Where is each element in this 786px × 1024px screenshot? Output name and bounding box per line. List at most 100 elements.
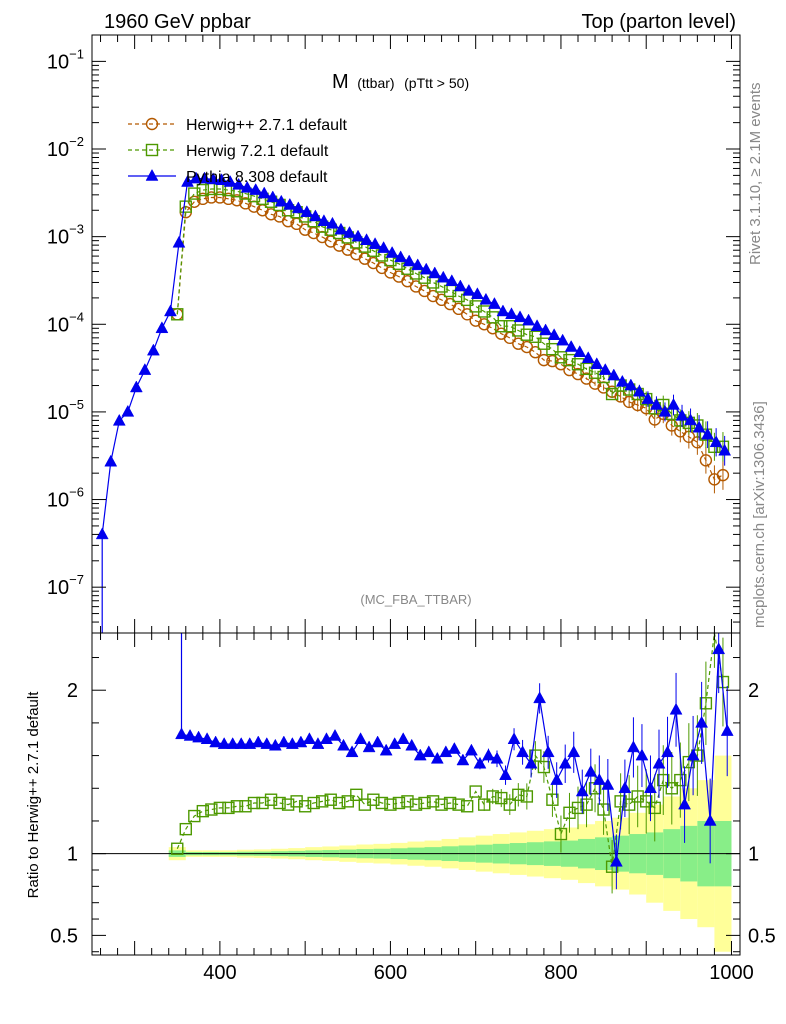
main-point: [622, 395, 636, 409]
main-point: [546, 354, 559, 368]
legend-marker: [145, 168, 159, 181]
ratio-point: [426, 795, 440, 808]
main-point: [488, 297, 501, 309]
main-point: [300, 205, 314, 217]
ratio-point: [674, 773, 687, 787]
ratio-point: [537, 760, 551, 774]
main-point: [443, 297, 457, 311]
main-point: [503, 320, 516, 333]
main-point: [375, 261, 389, 275]
ratio-point: [554, 827, 568, 841]
ratio-point: [324, 793, 337, 806]
main-point: [539, 323, 553, 336]
main-point: [529, 346, 542, 359]
ratio-point: [699, 697, 713, 710]
main-point: [222, 192, 235, 206]
tick-base: 10: [47, 139, 69, 161]
ratio-point: [703, 813, 717, 826]
ratio-point: [294, 735, 308, 748]
main-point: [368, 237, 382, 249]
ratio-point: [375, 796, 389, 810]
ratio-point: [652, 756, 666, 769]
ratio-point: [175, 727, 188, 740]
ratio-point: [524, 756, 538, 769]
ratio-point: [217, 737, 231, 749]
ratio-point: [640, 795, 653, 808]
main-point: [394, 250, 408, 263]
main-point: [172, 235, 186, 248]
ratio-point: [350, 788, 363, 802]
ratio-y-axis-label: Ratio to Herwig++ 2.7.1 default: [25, 691, 42, 899]
main-point: [605, 387, 619, 401]
mcplots-label: mcplots.cern.ch [arXiv:1306.3436]: [751, 401, 768, 628]
ratio-point: [533, 691, 547, 704]
ratio-point: [171, 842, 184, 855]
main-point: [317, 214, 331, 226]
main-point: [206, 172, 220, 185]
main-point: [469, 314, 482, 327]
rivet-label: Rivet 3.1.10, ≥ 2.1M events: [747, 83, 764, 266]
plot-title-cut: (pTtt > 50): [404, 75, 469, 91]
energy-label: 1960 GeV ppbar: [104, 11, 251, 33]
ratio-point: [430, 751, 444, 764]
main-point: [189, 171, 203, 184]
ratio-point: [452, 798, 465, 811]
ratio-panel-series: [171, 632, 734, 894]
tick-exponent: −3: [69, 222, 84, 237]
ratio-y-tick-label: 2: [67, 680, 78, 702]
main-point: [138, 363, 152, 375]
main-point: [249, 183, 263, 195]
ratio-point: [678, 797, 692, 810]
ratio-point: [234, 737, 248, 749]
ratio-point: [464, 743, 478, 756]
main-y-tick-label: 10−4: [47, 309, 84, 336]
main-point: [641, 392, 655, 404]
ratio-point: [622, 798, 636, 811]
main-point: [146, 343, 160, 356]
main-point: [164, 304, 177, 317]
main-point: [274, 194, 288, 207]
legend-label: Pythia 8.308 default: [186, 169, 328, 186]
ratio-series-1: [175, 633, 734, 890]
main-point: [240, 180, 254, 193]
ratio-point: [490, 751, 504, 764]
legend: Herwig++ 2.7.1 default Herwig 7.2.1 defau…: [128, 117, 348, 186]
main-panel-series: [95, 171, 732, 633]
ratio-point: [520, 790, 534, 803]
ratio-point: [264, 793, 278, 806]
ratio-y-tick-label: 0.5: [50, 925, 78, 947]
main-point: [112, 413, 126, 426]
ratio-point: [354, 732, 368, 744]
main-point: [402, 254, 416, 267]
main-point: [650, 397, 663, 410]
main-point: [205, 191, 218, 204]
legend-label: Herwig 7.2.1 default: [186, 143, 329, 160]
main-point: [121, 404, 135, 417]
ratio-point: [443, 796, 457, 810]
ratio-point: [597, 803, 610, 816]
ratio-point: [205, 803, 218, 816]
main-point: [460, 308, 474, 321]
ratio-point: [196, 804, 210, 818]
tick-exponent: −1: [69, 46, 84, 61]
main-point: [563, 353, 576, 367]
ratio-point: [503, 798, 516, 811]
main-point: [675, 408, 689, 421]
main-point: [529, 330, 542, 343]
ratio-point: [222, 801, 235, 815]
ratio-point: [200, 732, 214, 744]
plot-title-main: M: [332, 71, 349, 93]
main-point: [495, 320, 508, 333]
legend-marker: [145, 143, 159, 157]
ratio-point: [316, 795, 329, 808]
main-point: [298, 223, 312, 236]
main-point: [308, 209, 322, 222]
ratio-x-tick-label: 400: [203, 962, 236, 984]
ratio-point: [396, 732, 410, 744]
tick-base: 10: [47, 51, 69, 73]
ratio-point: [605, 860, 619, 873]
main-point: [104, 454, 118, 467]
ratio-point: [550, 773, 564, 785]
ratio-point: [307, 796, 320, 810]
ratio-series-0: [171, 632, 730, 894]
